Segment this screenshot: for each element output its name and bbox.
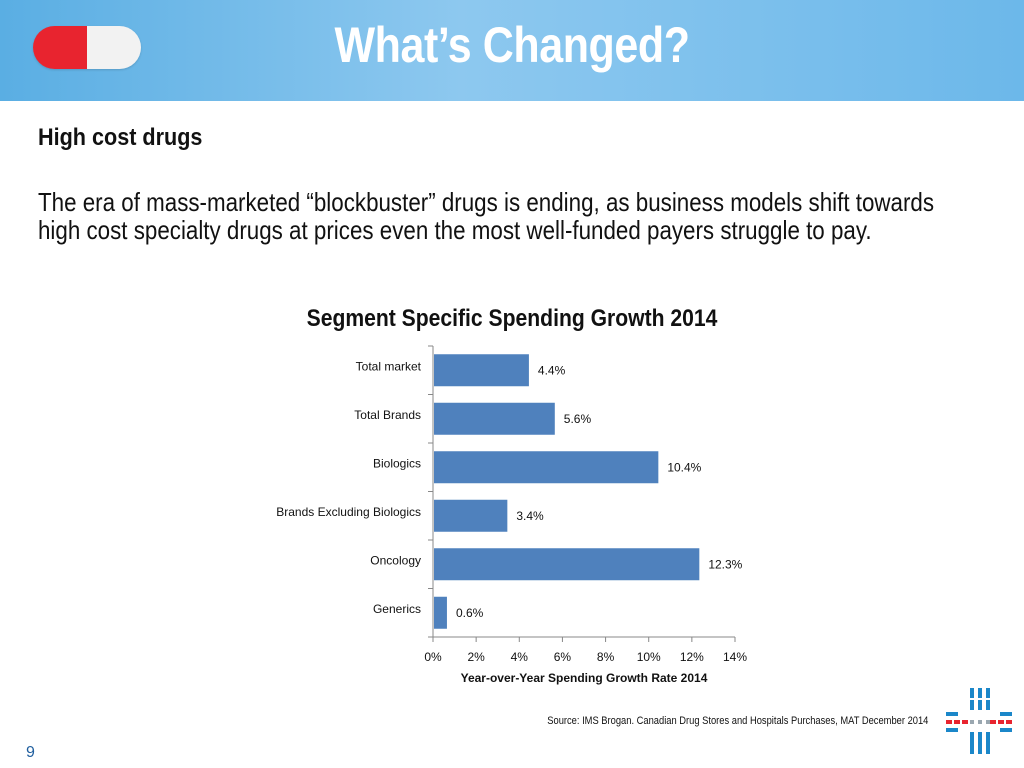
chart-title: Segment Specific Spending Growth 2014	[306, 305, 718, 332]
category-label: Total market	[356, 359, 422, 373]
category-label: Oncology	[370, 553, 421, 567]
data-label: 12.3%	[708, 557, 742, 571]
bar-total-brands	[434, 402, 555, 435]
x-tick-label: 0%	[424, 650, 442, 664]
bar-biologics	[434, 451, 659, 484]
page-title: What’s Changed?	[334, 17, 690, 73]
page-number: 9	[26, 744, 35, 761]
x-tick-label: 6%	[554, 650, 572, 664]
pill-capsule-icon	[33, 26, 141, 69]
bar-total-market	[434, 354, 529, 387]
bar-brands-excluding-biologics	[434, 499, 508, 532]
category-label: Total Brands	[354, 408, 421, 422]
x-tick-label: 4%	[511, 650, 529, 664]
x-axis-title: Year-over-Year Spending Growth Rate 2014	[461, 671, 708, 685]
data-label: 10.4%	[667, 460, 701, 474]
header-banner: What’s Changed?	[0, 0, 1024, 101]
category-label: Brands Excluding Biologics	[276, 505, 421, 519]
data-label: 0.6%	[456, 606, 484, 620]
x-tick-label: 10%	[637, 650, 661, 664]
body-paragraph: The era of mass-marketed “blockbuster” d…	[38, 187, 935, 245]
bar-generics	[434, 596, 447, 629]
data-label: 3.4%	[516, 509, 544, 523]
category-label: Biologics	[373, 456, 421, 470]
x-tick-label: 2%	[467, 650, 485, 664]
category-label: Generics	[373, 602, 421, 616]
x-tick-label: 8%	[597, 650, 615, 664]
bar-chart: Total market 4.4% Total Brands 5.6% Biologic…	[276, 345, 747, 685]
x-tick-label: 12%	[680, 650, 704, 664]
data-label: 4.4%	[538, 363, 566, 377]
pill-white-half	[87, 26, 141, 69]
bar-oncology	[434, 548, 700, 581]
medical-cross-logo-icon	[946, 688, 1012, 754]
data-label: 5.6%	[564, 412, 592, 426]
section-subheading: High cost drugs	[38, 124, 203, 151]
x-tick-label: 14%	[723, 650, 747, 664]
source-note: Source: IMS Brogan. Canadian Drug Stores…	[546, 715, 928, 727]
pill-red-half	[33, 26, 87, 69]
